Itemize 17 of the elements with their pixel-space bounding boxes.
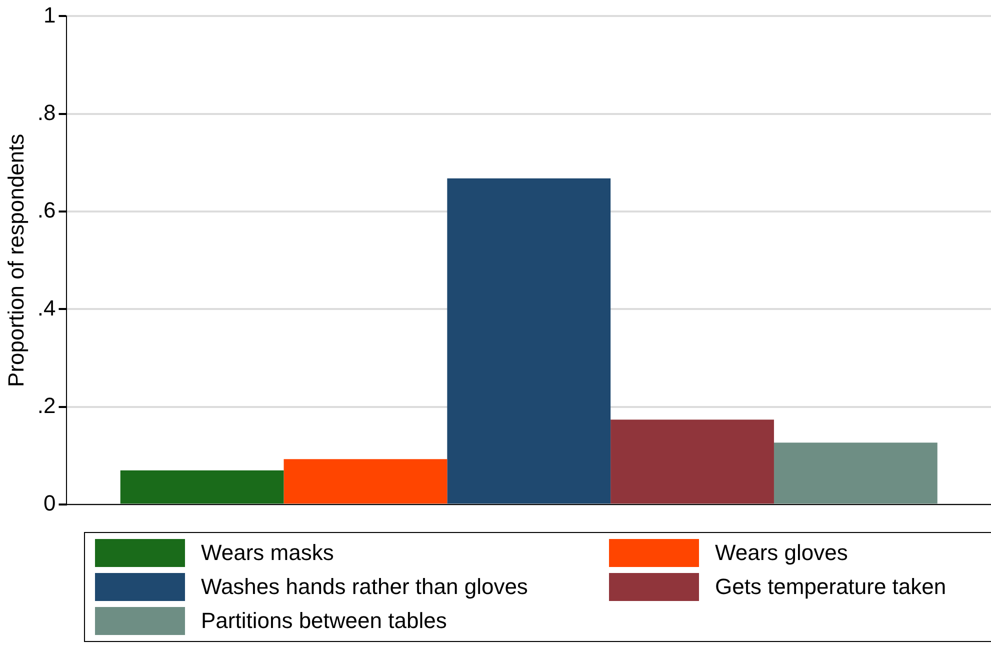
y-tick-label: 1	[44, 2, 56, 28]
y-tick-label: .6	[37, 198, 56, 223]
legend-label: Wears gloves	[715, 540, 848, 566]
legend-label: Washes hands rather than gloves	[201, 574, 528, 600]
legend-label: Wears masks	[201, 540, 334, 566]
y-axis-title: Proportion of respondents	[3, 134, 28, 387]
legend-label: Partitions between tables	[201, 608, 447, 634]
bar	[447, 178, 611, 504]
y-tick-label: 0	[44, 490, 56, 516]
y-tick-label: .2	[37, 392, 56, 418]
bar	[610, 420, 774, 504]
bar	[120, 470, 284, 504]
y-tick-label: .4	[37, 295, 56, 320]
bar	[774, 442, 938, 504]
legend-label: Gets temperature taken	[715, 574, 946, 600]
bar	[284, 459, 448, 504]
y-tick-label: .8	[37, 100, 56, 125]
